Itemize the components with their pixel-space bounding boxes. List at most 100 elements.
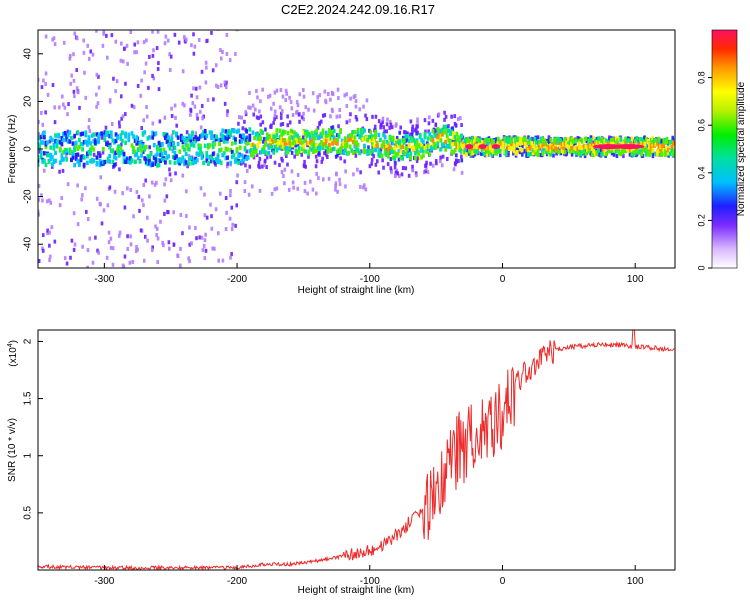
heatmap-speckle bbox=[436, 133, 440, 138]
heatmap-speckle bbox=[337, 124, 340, 129]
heatmap-cell bbox=[558, 140, 562, 145]
heatmap-cell bbox=[447, 138, 451, 143]
heatmap-speckle bbox=[254, 107, 257, 112]
heatmap-speckle bbox=[480, 151, 484, 156]
heatmap-cell bbox=[65, 157, 69, 162]
heatmap-cell bbox=[614, 140, 618, 145]
heatmap-cell bbox=[302, 148, 306, 154]
heatmap-cell bbox=[429, 135, 433, 140]
heatmap-cell bbox=[73, 162, 77, 168]
heatmap-cell bbox=[264, 141, 268, 147]
heatmap-cell bbox=[160, 156, 164, 161]
heatmap-speckle bbox=[120, 41, 123, 46]
heatmap-cell bbox=[512, 148, 516, 154]
heatmap-cell bbox=[355, 142, 358, 147]
heatmap-cell bbox=[563, 149, 567, 155]
heatmap-cell bbox=[111, 149, 115, 154]
heatmap-cell bbox=[353, 130, 357, 135]
heatmap-cell bbox=[624, 148, 628, 153]
heatmap-cell bbox=[519, 146, 522, 152]
heatmap-speckle bbox=[192, 86, 195, 91]
heatmap-speckle bbox=[86, 43, 90, 48]
heatmap-cell bbox=[313, 148, 317, 153]
heatmap-cell bbox=[307, 141, 311, 146]
heatmap-cell bbox=[442, 129, 446, 135]
heatmap-speckle bbox=[72, 211, 76, 216]
heatmap-cell bbox=[595, 140, 599, 145]
heatmap-cell bbox=[409, 151, 413, 156]
heatmap-speckle bbox=[129, 187, 132, 192]
heatmap-cell bbox=[313, 135, 317, 141]
heatmap-cell bbox=[668, 140, 672, 145]
heatmap-cell bbox=[253, 149, 256, 155]
heatmap-speckle bbox=[235, 203, 239, 208]
heatmap-speckle bbox=[365, 117, 369, 122]
heatmap-speckle bbox=[395, 136, 399, 141]
heatmap-cell bbox=[321, 128, 325, 133]
heatmap-cell bbox=[458, 136, 462, 142]
heatmap-speckle bbox=[44, 34, 48, 39]
heatmap-cell bbox=[73, 147, 77, 153]
heatmap-cell bbox=[455, 144, 459, 150]
heatmap-cell bbox=[168, 146, 172, 151]
heatmap-cell bbox=[480, 140, 484, 145]
heatmap-cell bbox=[210, 154, 213, 159]
heatmap-speckle bbox=[337, 96, 340, 101]
heatmap-cell bbox=[452, 131, 456, 136]
heatmap-cell bbox=[74, 140, 78, 146]
heatmap-cell bbox=[81, 154, 84, 159]
heatmap-speckle bbox=[205, 65, 208, 70]
heatmap-speckle bbox=[257, 160, 261, 165]
heatmap-speckle bbox=[190, 93, 193, 98]
heatmap-speckle bbox=[100, 135, 104, 140]
heatmap-cell bbox=[154, 153, 158, 158]
heatmap-cell bbox=[240, 134, 244, 140]
heatmap-cell bbox=[635, 148, 639, 154]
heatmap-cell bbox=[122, 159, 126, 165]
heatmap-cell bbox=[378, 137, 382, 143]
heatmap-cell bbox=[501, 143, 505, 148]
heatmap-cell bbox=[66, 138, 70, 144]
heatmap-cell bbox=[546, 150, 549, 155]
heatmap-cell bbox=[557, 149, 561, 155]
heatmap-speckle bbox=[419, 148, 423, 153]
heatmap-cell bbox=[383, 135, 387, 140]
heatmap-speckle bbox=[201, 248, 205, 253]
heatmap-cell bbox=[339, 146, 342, 152]
heatmap-cell bbox=[199, 146, 202, 152]
heatmap-cell bbox=[230, 141, 234, 146]
heatmap-cell bbox=[651, 148, 655, 153]
heatmap-cell bbox=[62, 157, 65, 162]
heatmap-cell bbox=[316, 145, 320, 151]
heatmap-speckle bbox=[244, 110, 248, 115]
heatmap-speckle bbox=[380, 122, 383, 127]
heatmap-cell bbox=[398, 140, 401, 145]
heatmap-speckle bbox=[286, 123, 290, 128]
heatmap-speckle bbox=[438, 159, 442, 164]
heatmap-speckle bbox=[338, 177, 341, 182]
heatmap-cell bbox=[148, 135, 151, 140]
heatmap-speckle bbox=[548, 140, 551, 145]
heatmap-cell bbox=[181, 135, 185, 141]
heatmap-speckle bbox=[265, 155, 269, 160]
heatmap-speckle bbox=[288, 120, 292, 125]
heatmap-cell bbox=[211, 151, 215, 157]
heatmap-speckle bbox=[205, 215, 209, 220]
heatmap-cell bbox=[304, 132, 307, 137]
heatmap-speckle bbox=[132, 214, 135, 219]
heatmap-cell bbox=[469, 147, 473, 153]
heatmap-cell bbox=[550, 145, 554, 150]
heatmap-cell bbox=[541, 151, 545, 156]
heatmap-speckle bbox=[130, 103, 134, 108]
heatmap-cell bbox=[624, 136, 628, 142]
heatmap-cell bbox=[275, 132, 279, 138]
heatmap-cell bbox=[445, 143, 449, 149]
heatmap-speckle bbox=[249, 105, 252, 110]
heatmap-cell bbox=[192, 137, 196, 142]
heatmap-cell bbox=[578, 145, 581, 150]
heatmap-cell bbox=[320, 134, 323, 139]
heatmap-speckle bbox=[87, 56, 91, 61]
heatmap-cell bbox=[210, 134, 213, 139]
heatmap-cell bbox=[49, 156, 53, 162]
heatmap-cell bbox=[340, 144, 344, 149]
